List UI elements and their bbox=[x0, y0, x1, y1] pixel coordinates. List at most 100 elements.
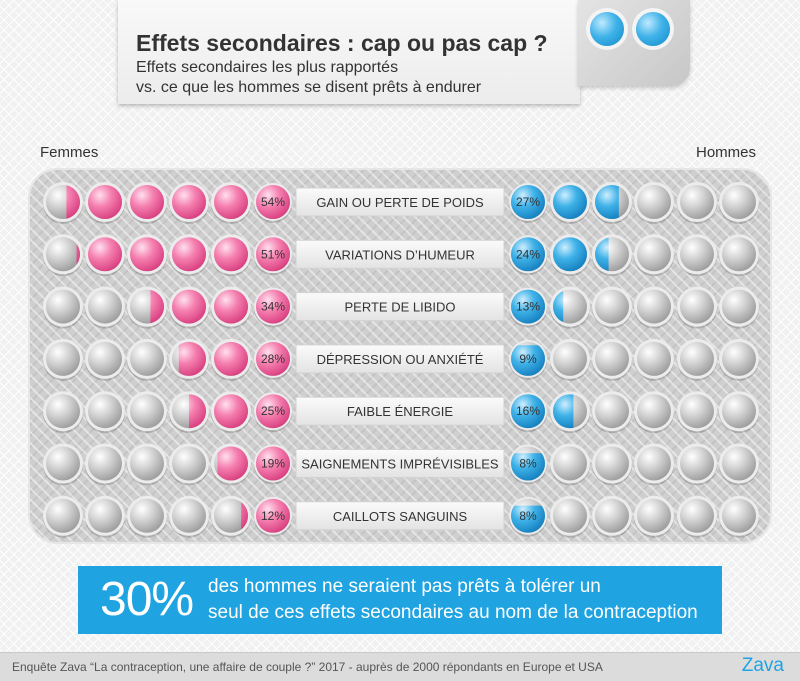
femmes-pct-pill-label: 12% bbox=[261, 509, 285, 523]
hommes-pill bbox=[592, 443, 632, 486]
hommes-pct-pill-label: 9% bbox=[519, 352, 537, 366]
hommes-pct-pill: 8% bbox=[509, 496, 547, 537]
femmes-pct-pill: 51% bbox=[254, 235, 292, 276]
femmes-pill bbox=[127, 391, 167, 434]
femmes-pill bbox=[85, 443, 125, 486]
category-panel bbox=[295, 501, 505, 531]
hommes-pill bbox=[550, 495, 590, 538]
femmes-pill bbox=[169, 286, 209, 329]
hommes-pill bbox=[634, 391, 674, 434]
hommes-pill bbox=[592, 495, 632, 538]
hommes-pill bbox=[719, 495, 759, 538]
femmes-pct-pill-label: 19% bbox=[261, 457, 285, 471]
hommes-pill bbox=[634, 286, 674, 329]
hommes-pill bbox=[677, 338, 717, 381]
hommes-pct-pill: 13% bbox=[509, 287, 547, 328]
hommes-pill bbox=[634, 443, 674, 486]
hommes-pill bbox=[634, 234, 674, 277]
femmes-pct-pill: 34% bbox=[254, 287, 292, 328]
hommes-pill bbox=[550, 391, 590, 434]
hommes-pill bbox=[719, 391, 759, 434]
footer-source: Enquête Zava “La contraception, une affa… bbox=[12, 660, 603, 674]
hommes-pill bbox=[677, 495, 717, 538]
hommes-label: Hommes bbox=[696, 144, 757, 161]
hommes-pill bbox=[719, 443, 759, 486]
category-label: FAIBLE ÉNERGIE bbox=[347, 404, 454, 419]
hommes-pill bbox=[550, 443, 590, 486]
femmes-pill bbox=[211, 495, 251, 538]
femmes-pill bbox=[85, 182, 125, 224]
hommes-pill bbox=[677, 443, 717, 486]
hommes-pill bbox=[550, 234, 590, 277]
category-panel bbox=[295, 239, 505, 269]
femmes-pill bbox=[43, 443, 83, 486]
femmes-pill bbox=[211, 182, 251, 224]
femmes-pill bbox=[127, 182, 167, 224]
pill-icon bbox=[636, 12, 670, 46]
hommes-pill bbox=[550, 338, 590, 381]
femmes-pill bbox=[43, 338, 83, 381]
hommes-pill bbox=[677, 391, 717, 434]
hommes-pct-pill: 16% bbox=[509, 392, 547, 433]
category-label: GAIN OU PERTE DE POIDS bbox=[316, 195, 484, 210]
hommes-pill bbox=[719, 182, 759, 224]
category-label: PERTE DE LIBIDO bbox=[344, 300, 455, 315]
category-label: VARIATIONS D’HUMEUR bbox=[325, 247, 475, 262]
hommes-pill bbox=[719, 234, 759, 277]
femmes-pill bbox=[85, 234, 125, 277]
hommes-pill bbox=[677, 234, 717, 277]
hommes-pill bbox=[719, 338, 759, 381]
femmes-pill bbox=[43, 391, 83, 434]
femmes-pct-pill-label: 28% bbox=[261, 352, 285, 366]
femmes-pill bbox=[85, 286, 125, 329]
hommes-pill bbox=[634, 495, 674, 538]
femmes-label: Femmes bbox=[40, 144, 99, 161]
femmes-pill bbox=[127, 338, 167, 381]
category-panel bbox=[295, 187, 505, 217]
category-panel bbox=[295, 292, 505, 322]
callout-text: des hommes ne seraient pas prêts à tolér… bbox=[208, 574, 698, 626]
hommes-pill bbox=[592, 338, 632, 381]
hommes-pill bbox=[634, 182, 674, 224]
hommes-pct-pill: 24% bbox=[509, 235, 547, 276]
category-label: SAIGNEMENTS IMPRÉVISIBLES bbox=[301, 457, 499, 472]
femmes-pill bbox=[85, 338, 125, 381]
footer: Enquête Zava “La contraception, une affa… bbox=[0, 652, 800, 681]
femmes-pct-pill-label: 51% bbox=[261, 247, 285, 261]
decorative-blister bbox=[578, 0, 690, 86]
pill-icon bbox=[590, 12, 624, 46]
femmes-pill bbox=[127, 286, 167, 329]
femmes-pill bbox=[127, 234, 167, 277]
category-label: CAILLOTS SANGUINS bbox=[333, 509, 468, 524]
hommes-pill bbox=[719, 286, 759, 329]
femmes-pill bbox=[43, 286, 83, 329]
category-panel bbox=[295, 449, 505, 478]
femmes-pct-pill-label: 25% bbox=[261, 404, 285, 418]
hommes-pill bbox=[592, 234, 632, 277]
femmes-pill bbox=[169, 182, 209, 224]
femmes-pct-pill: 54% bbox=[254, 183, 292, 223]
femmes-pill bbox=[169, 338, 209, 381]
hommes-pill bbox=[550, 286, 590, 329]
hommes-pill bbox=[592, 391, 632, 434]
hommes-pill bbox=[592, 286, 632, 329]
hommes-pill bbox=[550, 182, 590, 224]
subtitle-line-2: vs. ce que les hommes se disent prêts à … bbox=[136, 79, 482, 96]
femmes-pill bbox=[169, 234, 209, 277]
femmes-pill bbox=[211, 391, 251, 434]
femmes-pct-pill: 25% bbox=[254, 392, 292, 433]
femmes-pill bbox=[211, 443, 251, 486]
hommes-pill bbox=[634, 338, 674, 381]
hommes-pill bbox=[677, 286, 717, 329]
femmes-pill bbox=[43, 234, 83, 277]
hommes-pct-pill-label: 8% bbox=[519, 509, 537, 523]
category-panel bbox=[295, 344, 505, 374]
femmes-pill bbox=[169, 391, 209, 434]
subtitle-line-1: Effets secondaires les plus rapportés bbox=[136, 59, 399, 76]
hommes-pct-pill-label: 8% bbox=[519, 457, 537, 471]
hommes-pct-pill-label: 24% bbox=[516, 247, 540, 261]
femmes-pct-pill-label: 54% bbox=[261, 195, 285, 209]
category-panel bbox=[295, 396, 505, 426]
hommes-pct-pill: 27% bbox=[509, 183, 547, 223]
callout-box: 30% des hommes ne seraient pas prêts à t… bbox=[78, 566, 722, 634]
